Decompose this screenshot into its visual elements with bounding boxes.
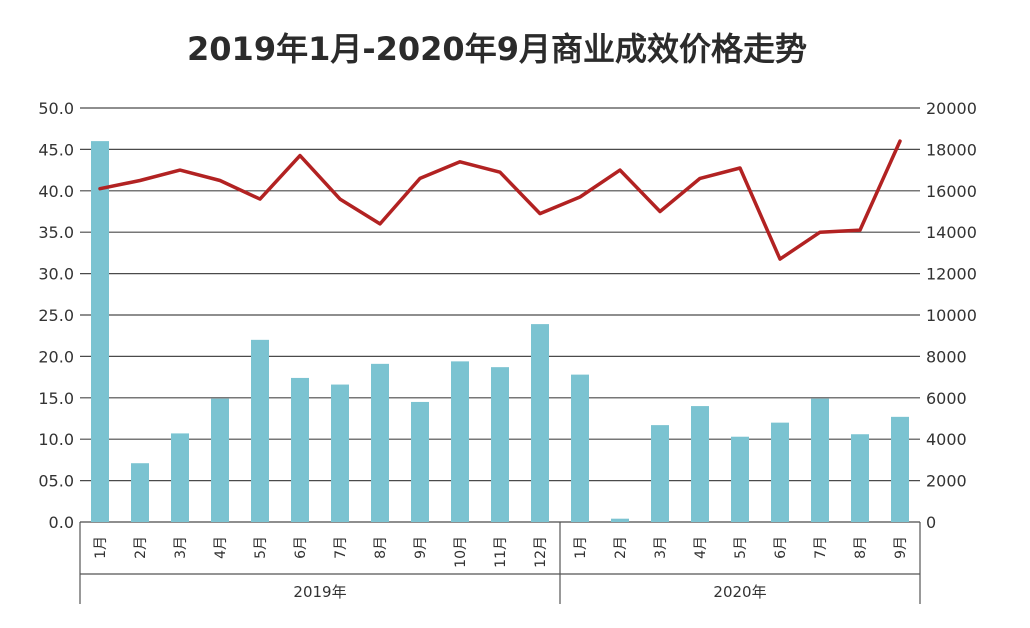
bar: [611, 518, 629, 522]
x-tick-label: 7月: [333, 536, 349, 559]
line-series: [98, 139, 902, 261]
bar: [91, 141, 109, 522]
left-tick-label: 50.0: [38, 99, 74, 118]
right-tick-label: 8000: [926, 347, 967, 366]
x-axis: 1月 2月 3月 4月 5月 6月 7月 8月 9月 10月 11月 12月 1月 2月 3月 4月 5月 6月 7…: [79, 522, 921, 604]
x-tick-label: 1月: [573, 536, 589, 559]
x-tick-label: 3月: [653, 536, 669, 559]
x-tick-label: 11月: [493, 536, 509, 568]
x-tick-label: 9月: [413, 536, 429, 559]
bar: [891, 416, 909, 522]
left-tick-label: 15.0: [38, 389, 74, 408]
bar: [731, 436, 749, 522]
right-tick-label: 6000: [926, 389, 967, 408]
x-tick-label: 2月: [133, 536, 149, 559]
left-tick-label: 40.0: [38, 182, 74, 201]
left-tick-label: 20.0: [38, 347, 74, 366]
right-tick-label: 12000: [926, 265, 977, 284]
x-group-label: 2020年: [713, 583, 766, 601]
x-tick-label: 3月: [173, 536, 189, 559]
left-tick-label: 05.0: [38, 472, 74, 491]
bar: [811, 398, 829, 522]
x-tick-label: 8月: [853, 536, 869, 559]
bar: [211, 398, 229, 522]
right-tick-label: 16000: [926, 182, 977, 201]
right-tick-label: 0: [926, 513, 936, 532]
x-tick-label: 9月: [893, 536, 909, 559]
x-tick-label: 12月: [533, 536, 549, 568]
bar: [571, 374, 589, 522]
right-axis: 0 2000 4000 6000 8000 10000 12000 14000 16000 180…: [926, 99, 977, 532]
bar: [491, 367, 509, 522]
x-tick-label: 1月: [93, 536, 109, 559]
left-tick-label: 0.0: [49, 513, 74, 532]
bar: [691, 406, 709, 522]
left-tick-label: 10.0: [38, 430, 74, 449]
bar: [771, 422, 789, 522]
x-tick-label: 2月: [613, 536, 629, 559]
left-axis: 0.0 05.0 10.0 15.0 20.0 25.0 30.0 35.0 40.0 45.0 5…: [38, 99, 74, 532]
left-tick-label: 35.0: [38, 223, 74, 242]
left-tick-label: 30.0: [38, 265, 74, 284]
left-tick-label: 45.0: [38, 140, 74, 159]
price-line: [98, 139, 902, 261]
bar: [251, 339, 269, 522]
bar: [331, 384, 349, 522]
bar: [851, 434, 869, 522]
right-tick-label: 2000: [926, 472, 967, 491]
x-group-label: 2019年: [293, 583, 346, 601]
right-tick-label: 18000: [926, 140, 977, 159]
left-tick-label: 25.0: [38, 306, 74, 325]
x-tick-label: 4月: [693, 536, 709, 559]
right-tick-label: 10000: [926, 306, 977, 325]
x-tick-label: 5月: [733, 536, 749, 559]
right-tick-label: 4000: [926, 430, 967, 449]
bar-series: [91, 141, 909, 522]
bar: [651, 425, 669, 522]
bar: [451, 361, 469, 522]
x-tick-label: 7月: [813, 536, 829, 559]
x-tick-label: 6月: [773, 536, 789, 559]
bar: [531, 324, 549, 522]
bar: [411, 401, 429, 522]
x-tick-label: 4月: [213, 536, 229, 559]
bar: [131, 463, 149, 522]
right-tick-label: 14000: [926, 223, 977, 242]
x-tick-label: 8月: [373, 536, 389, 559]
x-tick-label: 6月: [293, 536, 309, 559]
x-tick-label: 10月: [453, 536, 469, 568]
right-tick-label: 20000: [926, 99, 977, 118]
bar: [171, 433, 189, 522]
bar: [291, 377, 309, 522]
x-tick-label: 5月: [253, 536, 269, 559]
bar: [371, 363, 389, 522]
chart-title: 2019年1月-2020年9月商业成效价格走势: [187, 30, 807, 68]
